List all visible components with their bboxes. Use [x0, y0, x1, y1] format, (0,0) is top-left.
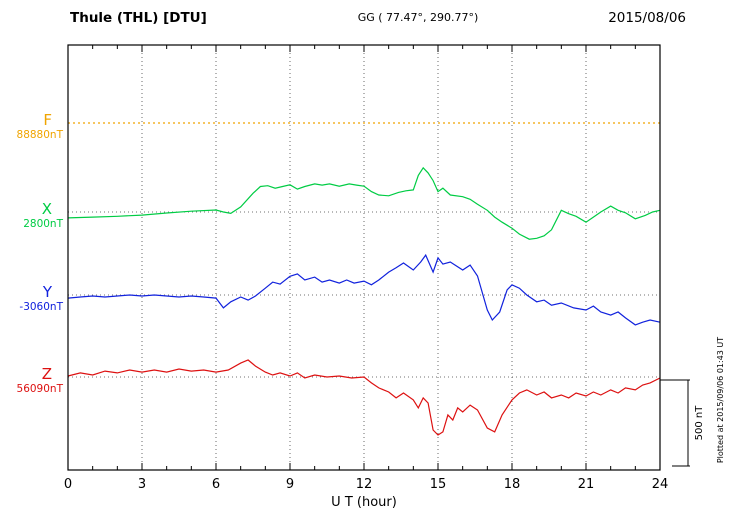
series-value-X: 2800nT	[23, 218, 63, 230]
scale-bar: 500 nT	[660, 379, 705, 467]
date-label: 2015/08/06	[608, 10, 686, 26]
series-value-Z: 56090nT	[17, 383, 64, 395]
x-tick-label-21: 21	[578, 477, 595, 492]
x-tick-label-6: 6	[212, 477, 220, 492]
series-letter-Y: Y	[42, 283, 53, 301]
x-tick-label-0: 0	[64, 477, 72, 492]
scale-bar-label: 500 nT	[694, 405, 705, 441]
x-tick-label-9: 9	[286, 477, 294, 492]
x-axis-title: U T (hour)	[331, 495, 397, 510]
plotted-timestamp-note: Plotted at 2015/09/06 01:43 UT	[716, 337, 725, 463]
x-tick-label-12: 12	[356, 477, 373, 492]
series-value-Y: -3060nT	[19, 301, 63, 313]
series-letter-Z: Z	[42, 365, 52, 383]
series-letter-X: X	[42, 200, 52, 218]
x-tick-label-15: 15	[430, 477, 447, 492]
series-value-F: 88880nT	[17, 129, 64, 141]
station-title: Thule (THL) [DTU]	[70, 10, 207, 26]
plot-frame	[67, 44, 661, 471]
x-tick-label-18: 18	[504, 477, 521, 492]
series-letter-F: F	[43, 111, 52, 129]
trace-Y	[67, 253, 661, 326]
trace-X	[67, 166, 661, 240]
geographic-coordinates-label: GG ( 77.47°, 290.77°)	[358, 11, 479, 24]
x-tick-label-3: 3	[138, 477, 146, 492]
x-tick-label-24: 24	[652, 477, 669, 492]
trace-Z	[67, 359, 661, 436]
